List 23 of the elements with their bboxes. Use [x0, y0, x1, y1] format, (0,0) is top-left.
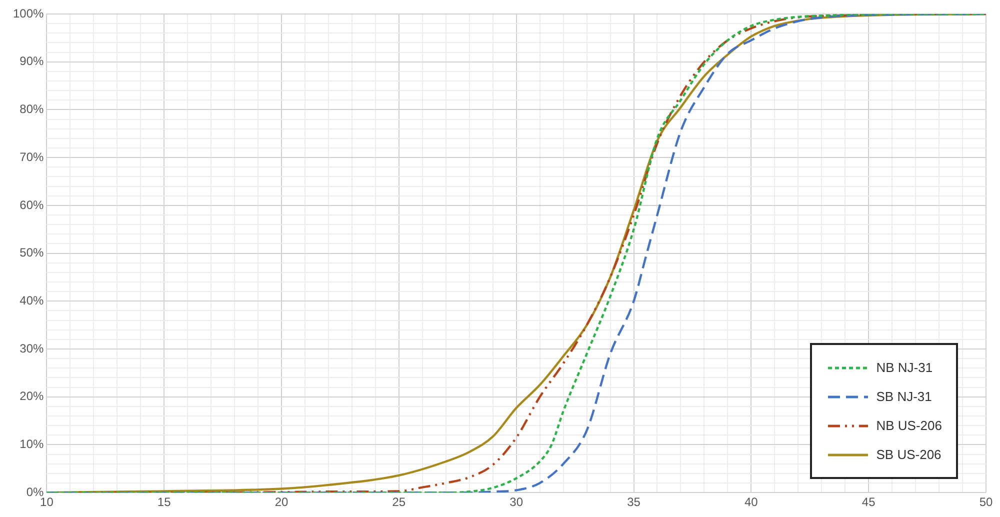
y-tick-label: 70% — [20, 150, 44, 164]
legend-label: SB US-206 — [876, 447, 942, 462]
y-tick-label: 80% — [20, 102, 44, 116]
x-tick-label: 20 — [274, 495, 289, 510]
y-tick-label: 30% — [20, 341, 44, 356]
y-tick-label: 60% — [20, 198, 44, 212]
legend-label: NB US-206 — [876, 418, 942, 433]
y-tick-label: 10% — [20, 437, 44, 452]
y-tick-label: 50% — [20, 246, 44, 260]
x-tick-label: 30 — [510, 495, 524, 510]
y-tick-label: 100% — [12, 6, 44, 20]
x-tick-label: 35 — [627, 495, 641, 510]
legend-label: SB NJ-31 — [876, 389, 932, 404]
x-tick-label: 50 — [979, 495, 993, 510]
x-tick-label: 15 — [157, 495, 172, 510]
legend-label: NB NJ-31 — [876, 360, 933, 375]
y-tick-label: 90% — [20, 54, 44, 68]
x-tick-label: 45 — [862, 495, 876, 510]
y-tick-label: 20% — [20, 389, 44, 404]
x-tick-label: 40 — [744, 495, 758, 510]
x-tick-label: 25 — [392, 495, 406, 510]
y-tick-label: 40% — [20, 293, 44, 308]
line-series — [46, 14, 986, 493]
